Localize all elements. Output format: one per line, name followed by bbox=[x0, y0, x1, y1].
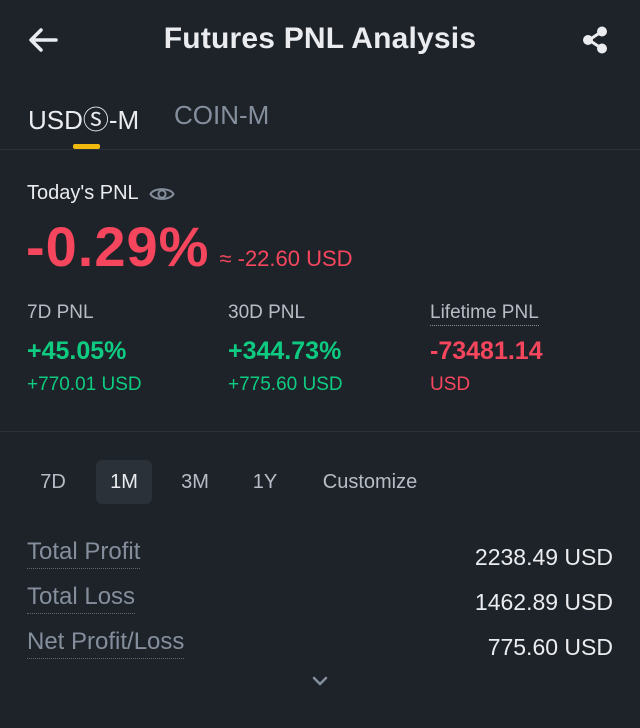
total-profit-label[interactable]: Total Profit bbox=[27, 538, 141, 569]
range-customize-button[interactable]: Customize bbox=[322, 471, 418, 493]
total-profit-value: 2238.49 USD bbox=[474, 544, 613, 570]
stat-lifetime-label[interactable]: Lifetime PNL bbox=[430, 302, 539, 326]
section-divider bbox=[0, 431, 640, 432]
stat-30d-label: 30D PNL bbox=[228, 302, 306, 323]
stat-7d-percent: +45.05% bbox=[27, 337, 127, 365]
arrow-left-icon bbox=[29, 28, 58, 52]
todays-pnl-value: -0.29% ≈ -22.60 USD bbox=[26, 214, 353, 279]
active-tab-indicator bbox=[73, 144, 100, 149]
net-profit-loss-label[interactable]: Net Profit/Loss bbox=[27, 628, 185, 659]
stat-7d: 7D PNL +45.05% +770.01 USD bbox=[27, 302, 142, 396]
todays-pnl-header: Today's PNL bbox=[27, 182, 175, 205]
back-button[interactable] bbox=[26, 26, 62, 54]
page-title: Futures PNL Analysis bbox=[163, 22, 477, 55]
total-loss-label[interactable]: Total Loss bbox=[27, 583, 136, 614]
summary-row-total-profit: Total Profit 2238.49 USD bbox=[27, 538, 613, 578]
tab-coin-m[interactable]: COIN-M bbox=[174, 100, 270, 130]
total-loss-value: 1462.89 USD bbox=[474, 589, 613, 615]
net-profit-loss-value: 775.60 USD bbox=[487, 634, 613, 660]
stat-lifetime-value: -73481.14 bbox=[430, 337, 543, 365]
chevron-down-icon[interactable] bbox=[308, 672, 332, 690]
stat-30d: 30D PNL +344.73% +775.60 USD bbox=[228, 302, 343, 396]
todays-pnl-label: Today's PNL bbox=[27, 182, 139, 204]
stat-lifetime: Lifetime PNL -73481.14 USD bbox=[430, 302, 543, 396]
stat-30d-percent: +344.73% bbox=[228, 337, 342, 365]
todays-pnl-usd: ≈ -22.60 USD bbox=[219, 246, 353, 271]
summary-row-total-loss: Total Loss 1462.89 USD bbox=[27, 583, 613, 623]
todays-pnl-percent: -0.29% bbox=[26, 215, 210, 278]
range-1y-button[interactable]: 1Y bbox=[252, 471, 278, 493]
header: Futures PNL Analysis bbox=[0, 0, 640, 84]
stat-7d-usd: +770.01 USD bbox=[27, 374, 142, 395]
share-button[interactable] bbox=[580, 25, 610, 55]
eye-icon[interactable] bbox=[149, 185, 175, 203]
range-7d-button[interactable]: 7D bbox=[40, 471, 66, 493]
share-icon bbox=[583, 26, 607, 54]
range-1m-button[interactable]: 1M bbox=[96, 460, 152, 504]
range-3m-button[interactable]: 3M bbox=[181, 471, 209, 493]
market-tabs: USDⓈ-M COIN-M bbox=[0, 92, 640, 150]
stat-7d-label: 7D PNL bbox=[27, 302, 94, 323]
stat-30d-usd: +775.60 USD bbox=[228, 374, 343, 395]
tab-usds-m[interactable]: USDⓈ-M bbox=[28, 105, 140, 135]
summary-row-net-profit-loss: Net Profit/Loss 775.60 USD bbox=[27, 628, 613, 668]
stat-lifetime-unit: USD bbox=[430, 374, 471, 395]
